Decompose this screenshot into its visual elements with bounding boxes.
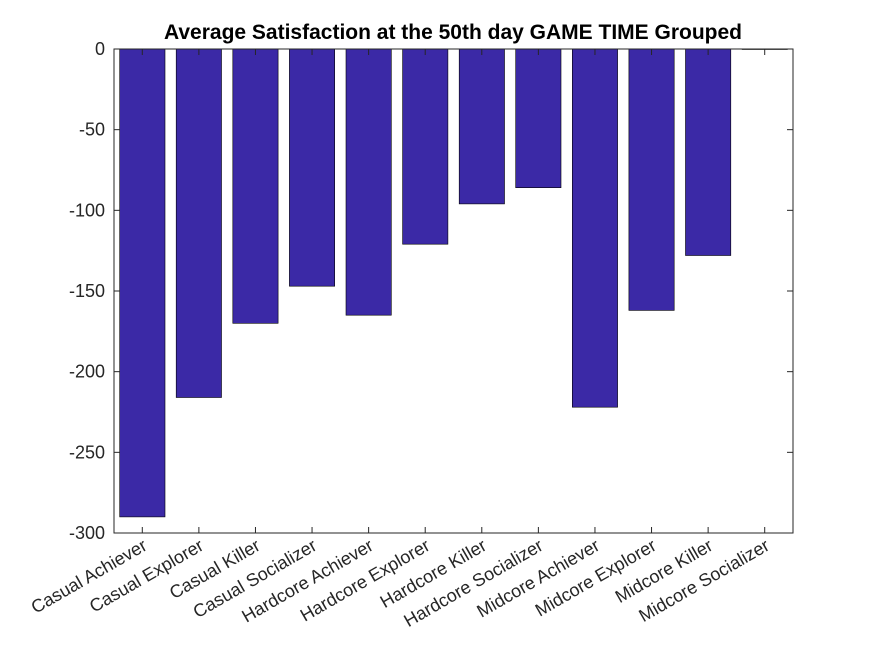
bar-7 (515, 48, 562, 188)
bar-1 (175, 48, 222, 398)
bar-9 (628, 48, 675, 311)
bar-5 (402, 48, 449, 245)
bar-2 (232, 48, 279, 324)
y-tick-label-3: -150 (69, 281, 105, 301)
chart-title: Average Satisfaction at the 50th day GAM… (164, 21, 742, 44)
bar-6 (458, 48, 505, 205)
y-tick-label-5: -250 (69, 442, 105, 462)
bar-0 (119, 48, 166, 518)
bar-10 (685, 48, 732, 256)
bar-4 (345, 48, 392, 316)
y-tick-label-2: -100 (69, 200, 105, 220)
y-tick-label-6: -300 (69, 523, 105, 543)
bar-3 (289, 48, 335, 287)
y-tick-label-0: 0 (95, 39, 105, 59)
bar-8 (571, 48, 618, 408)
y-tick-label-1: -50 (79, 120, 105, 140)
y-tick-label-4: -200 (69, 362, 105, 382)
